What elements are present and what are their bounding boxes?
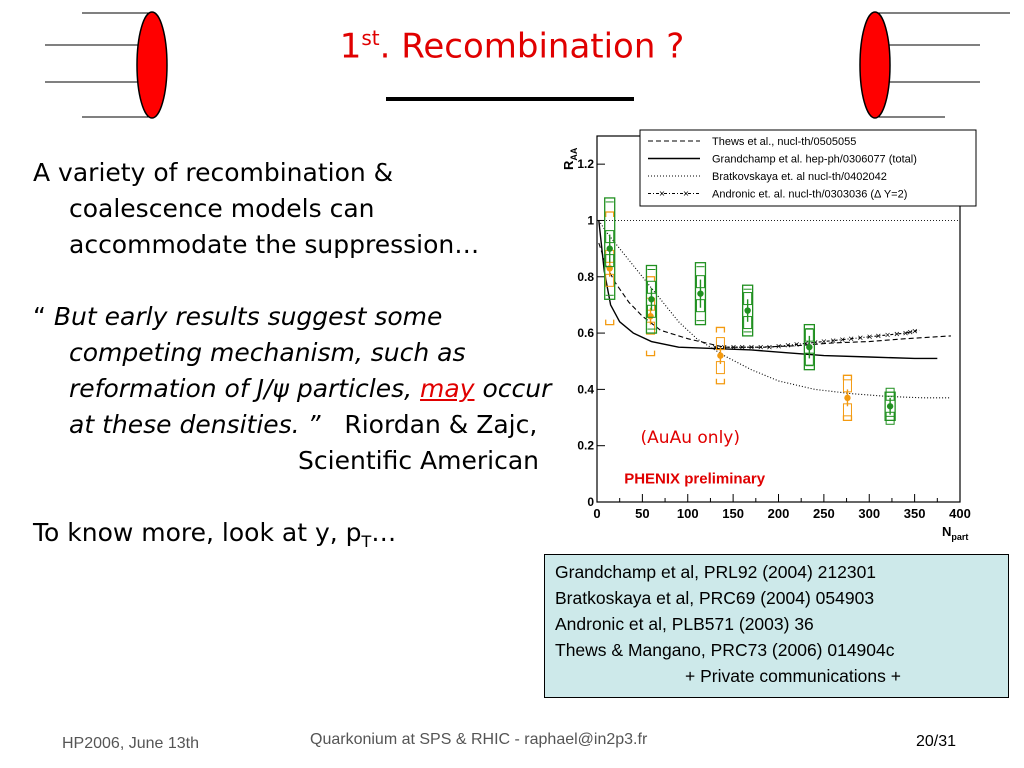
quote-paragraph: “ But early results suggest some competi… xyxy=(33,302,552,439)
body-text: A variety of recombination & coalescence… xyxy=(33,155,553,596)
y-tick-label: 0.4 xyxy=(577,382,594,396)
x-tick-label: 200 xyxy=(768,506,790,521)
quote-source: Scientific American xyxy=(298,446,539,475)
model-x-marker xyxy=(821,339,827,344)
reference-item: Bratkoskaya et al, PRC69 (2004) 054903 xyxy=(555,588,875,608)
model-x-marker xyxy=(767,344,772,350)
model-curve-solid xyxy=(598,220,938,360)
data-point-green xyxy=(697,290,704,297)
model-x-marker xyxy=(739,344,745,350)
legend-entry: Bratkovskaya et. al nucl-th/0402042 xyxy=(712,171,887,183)
data-point-green xyxy=(886,403,894,410)
model-curve-dashed xyxy=(598,242,951,348)
syst-bracket-orange xyxy=(645,350,656,357)
model-x-marker xyxy=(776,343,781,349)
y-tick-label: 0 xyxy=(587,495,594,509)
right-ion-graphic xyxy=(859,11,1010,119)
model-x-marker xyxy=(749,344,754,350)
model-x-marker xyxy=(758,344,763,350)
annotation-auau: (AuAu only) xyxy=(641,428,740,448)
syst-bracket-orange xyxy=(842,415,853,422)
y-tick-label: 0.8 xyxy=(577,270,594,284)
title-underline xyxy=(386,97,634,101)
x-tick-label: 250 xyxy=(813,506,835,521)
raa-chart: 0 50 100 150 200 250 300 350 400 0 0.2 0.4 0.6 0.8 1 1.… xyxy=(561,129,977,542)
syst-bracket-orange xyxy=(605,319,615,326)
model-x-marker xyxy=(894,331,900,337)
model-x-marker xyxy=(858,335,863,340)
syst-bracket-orange xyxy=(715,378,726,385)
model-x-marker xyxy=(848,336,854,341)
syst-bracket-orange xyxy=(605,211,615,218)
model-x-marker xyxy=(876,333,881,339)
model-x-marker xyxy=(840,337,845,342)
data-point-green xyxy=(744,307,751,314)
references-box: Grandchamp et al, PRL92 (2004) 212301 Br… xyxy=(544,554,1009,698)
data-point-orange xyxy=(844,394,851,402)
legend-entry: Grandchamp et al. hep-ph/0306077 (total) xyxy=(712,154,917,166)
slide-title: 1st. Recombination ? xyxy=(339,26,685,67)
more-info: To know more, look at y, pT… xyxy=(33,518,397,551)
x-axis-title: Npart xyxy=(942,524,968,542)
syst-box-green xyxy=(803,323,816,371)
annotation-phenix: PHENIX preliminary xyxy=(624,471,766,488)
syst-box-green xyxy=(694,262,707,326)
x-tick-label: 300 xyxy=(858,506,880,521)
x-tick-label: 50 xyxy=(635,506,649,521)
x-tick-label: 150 xyxy=(722,506,744,521)
legend-entry: Thews et al., nucl-th/0505055 xyxy=(712,136,856,148)
model-x-marker xyxy=(794,342,799,347)
model-x-marker xyxy=(903,330,908,336)
data-point-orange xyxy=(606,265,613,272)
left-ion-graphic xyxy=(45,11,168,119)
may-emphasis: may xyxy=(420,374,475,403)
syst-bracket-orange xyxy=(842,374,853,381)
legend-x-marker xyxy=(659,191,665,196)
footer-conference: HP2006, June 13th xyxy=(62,735,199,752)
x-tick-label: 100 xyxy=(677,506,699,521)
model-x-marker xyxy=(867,334,872,340)
data-point-green xyxy=(648,296,655,303)
model-x-marker xyxy=(907,329,913,335)
syst-box-green xyxy=(604,197,616,300)
y-tick-label: 1 xyxy=(587,213,594,227)
footer-page-number: 20/31 xyxy=(916,733,957,750)
model-x-marker xyxy=(830,338,836,343)
data-point-green xyxy=(806,343,813,351)
legend-entry: Andronic et. al. nucl-th/0303036 (Δ Y=2) xyxy=(712,189,907,201)
model-x-marker xyxy=(912,328,918,334)
bullet-recombination: A variety of recombination & coalescence… xyxy=(33,158,480,259)
reference-item: Grandchamp et al, PRL92 (2004) 212301 xyxy=(555,562,877,582)
data-point-green xyxy=(606,245,613,252)
x-tick-label: 0 xyxy=(593,506,600,521)
model-x-marker xyxy=(785,342,791,348)
y-tick-label: 0.2 xyxy=(577,439,594,453)
syst-box-green xyxy=(645,264,658,334)
syst-bracket-orange xyxy=(715,326,726,333)
y-tick-label: 0.6 xyxy=(577,326,594,340)
reference-item: + Private communications + xyxy=(685,666,901,686)
x-tick-label: 400 xyxy=(949,506,971,521)
footer-center: Quarkonium at SPS & RHIC - raphael@in2p3… xyxy=(310,731,648,748)
reference-item: Thews & Mangano, PRC73 (2006) 014904c xyxy=(555,640,895,660)
reference-item: Andronic et al, PLB571 (2003) 36 xyxy=(555,614,814,634)
x-tick-label: 350 xyxy=(904,506,926,521)
data-point-orange xyxy=(647,312,654,320)
syst-box-green xyxy=(884,391,896,422)
model-x-marker xyxy=(731,344,736,350)
y-axis-title: RAA xyxy=(561,147,579,170)
model-x-marker xyxy=(885,332,890,338)
syst-box-green xyxy=(741,284,754,337)
legend-x-marker xyxy=(683,191,689,196)
data-point-orange xyxy=(717,352,724,359)
quote-authors: Riordan & Zajc, xyxy=(344,410,538,439)
y-tick-label: 1.2 xyxy=(577,157,594,171)
